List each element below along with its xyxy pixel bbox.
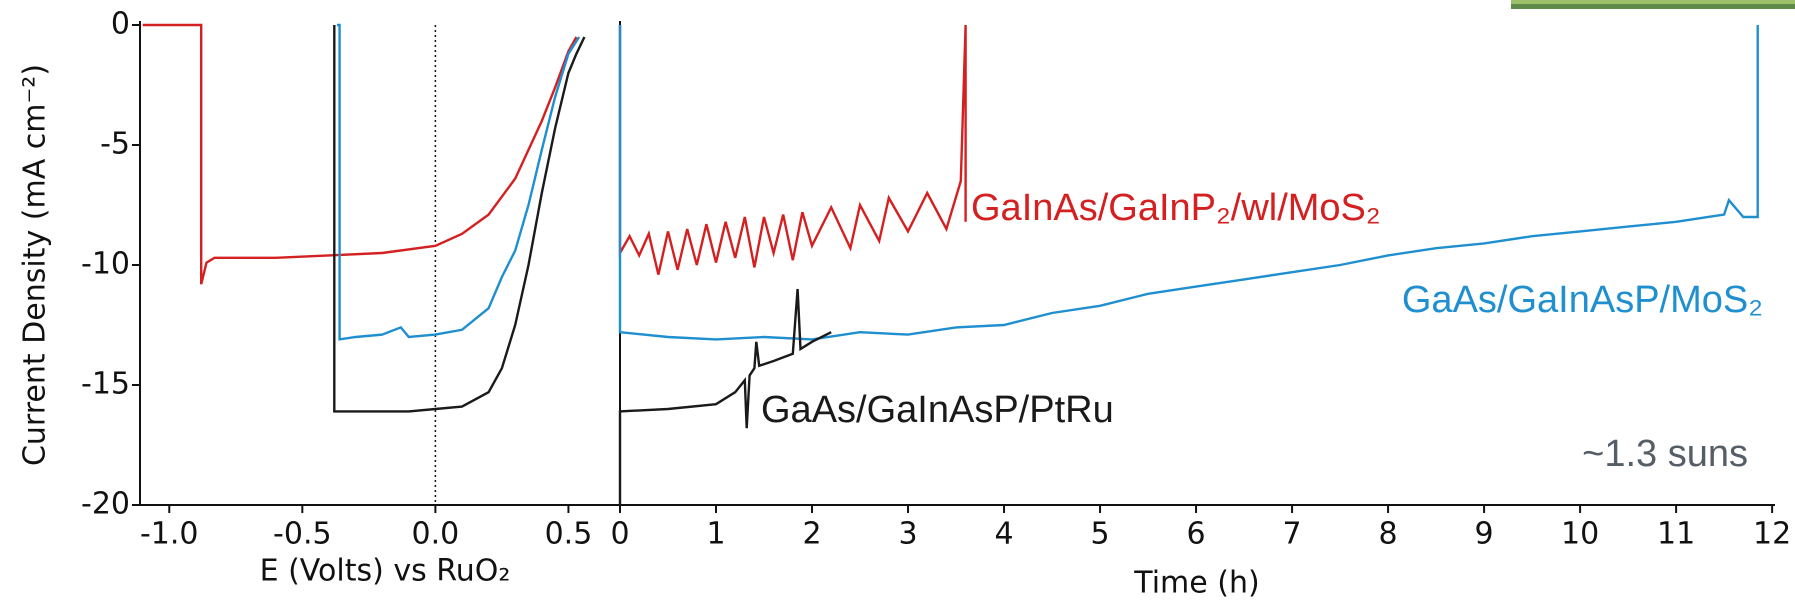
x-tick-label: 10: [1561, 517, 1599, 552]
y-tick-label: -10: [81, 247, 130, 282]
series-label: GaAs/GaInAsP/PtRu: [761, 389, 1114, 431]
y-tick-label: -20: [81, 487, 130, 522]
x-tick-label: 7: [1283, 517, 1302, 552]
series-label: GaInAs/GaInP₂/wl/MoS₂: [971, 187, 1381, 229]
x-tick-label: 4: [994, 517, 1013, 552]
y-tick-label: -5: [100, 127, 130, 162]
x-tick-label: 8: [1379, 517, 1398, 552]
series-label: GaAs/GaInAsP/MoS₂: [1402, 279, 1763, 321]
y-tick-label: 0: [111, 7, 130, 42]
x-tick-label: 11: [1657, 517, 1695, 552]
series-line: [333, 25, 586, 413]
x-tick-label: 3: [898, 517, 917, 552]
x-tick-label: 1: [706, 517, 725, 552]
series-line: [618, 25, 1759, 341]
x-tick-label: 9: [1475, 517, 1494, 552]
x-tick-label: 2: [802, 517, 821, 552]
annotation: ~1.3 suns: [1582, 433, 1748, 475]
series-line: [142, 23, 578, 285]
x-tick-label: 5: [1091, 517, 1110, 552]
cropped-image: [1511, 0, 1795, 9]
series-line: [618, 24, 967, 275]
x-tick-label: -0.5: [273, 517, 332, 552]
x-tick-label: 0.0: [412, 517, 460, 552]
cropped-image: [1511, 0, 1795, 4]
x-tick-label: 0: [610, 517, 629, 552]
y-tick-label: -15: [81, 367, 130, 402]
x-tick-label: 12: [1753, 517, 1791, 552]
x-tick-label: -1.0: [140, 517, 199, 552]
x-tick-label: 0.5: [545, 517, 593, 552]
series-line: [618, 288, 832, 505]
series-line: [336, 23, 581, 341]
x-axis-label: E (Volts) vs RuO₂: [260, 554, 511, 589]
y-axis-label: Current Density (mA cm⁻²): [18, 64, 53, 466]
x-tick-label: 6: [1187, 517, 1206, 552]
x-axis-label: Time (h): [1133, 566, 1259, 601]
